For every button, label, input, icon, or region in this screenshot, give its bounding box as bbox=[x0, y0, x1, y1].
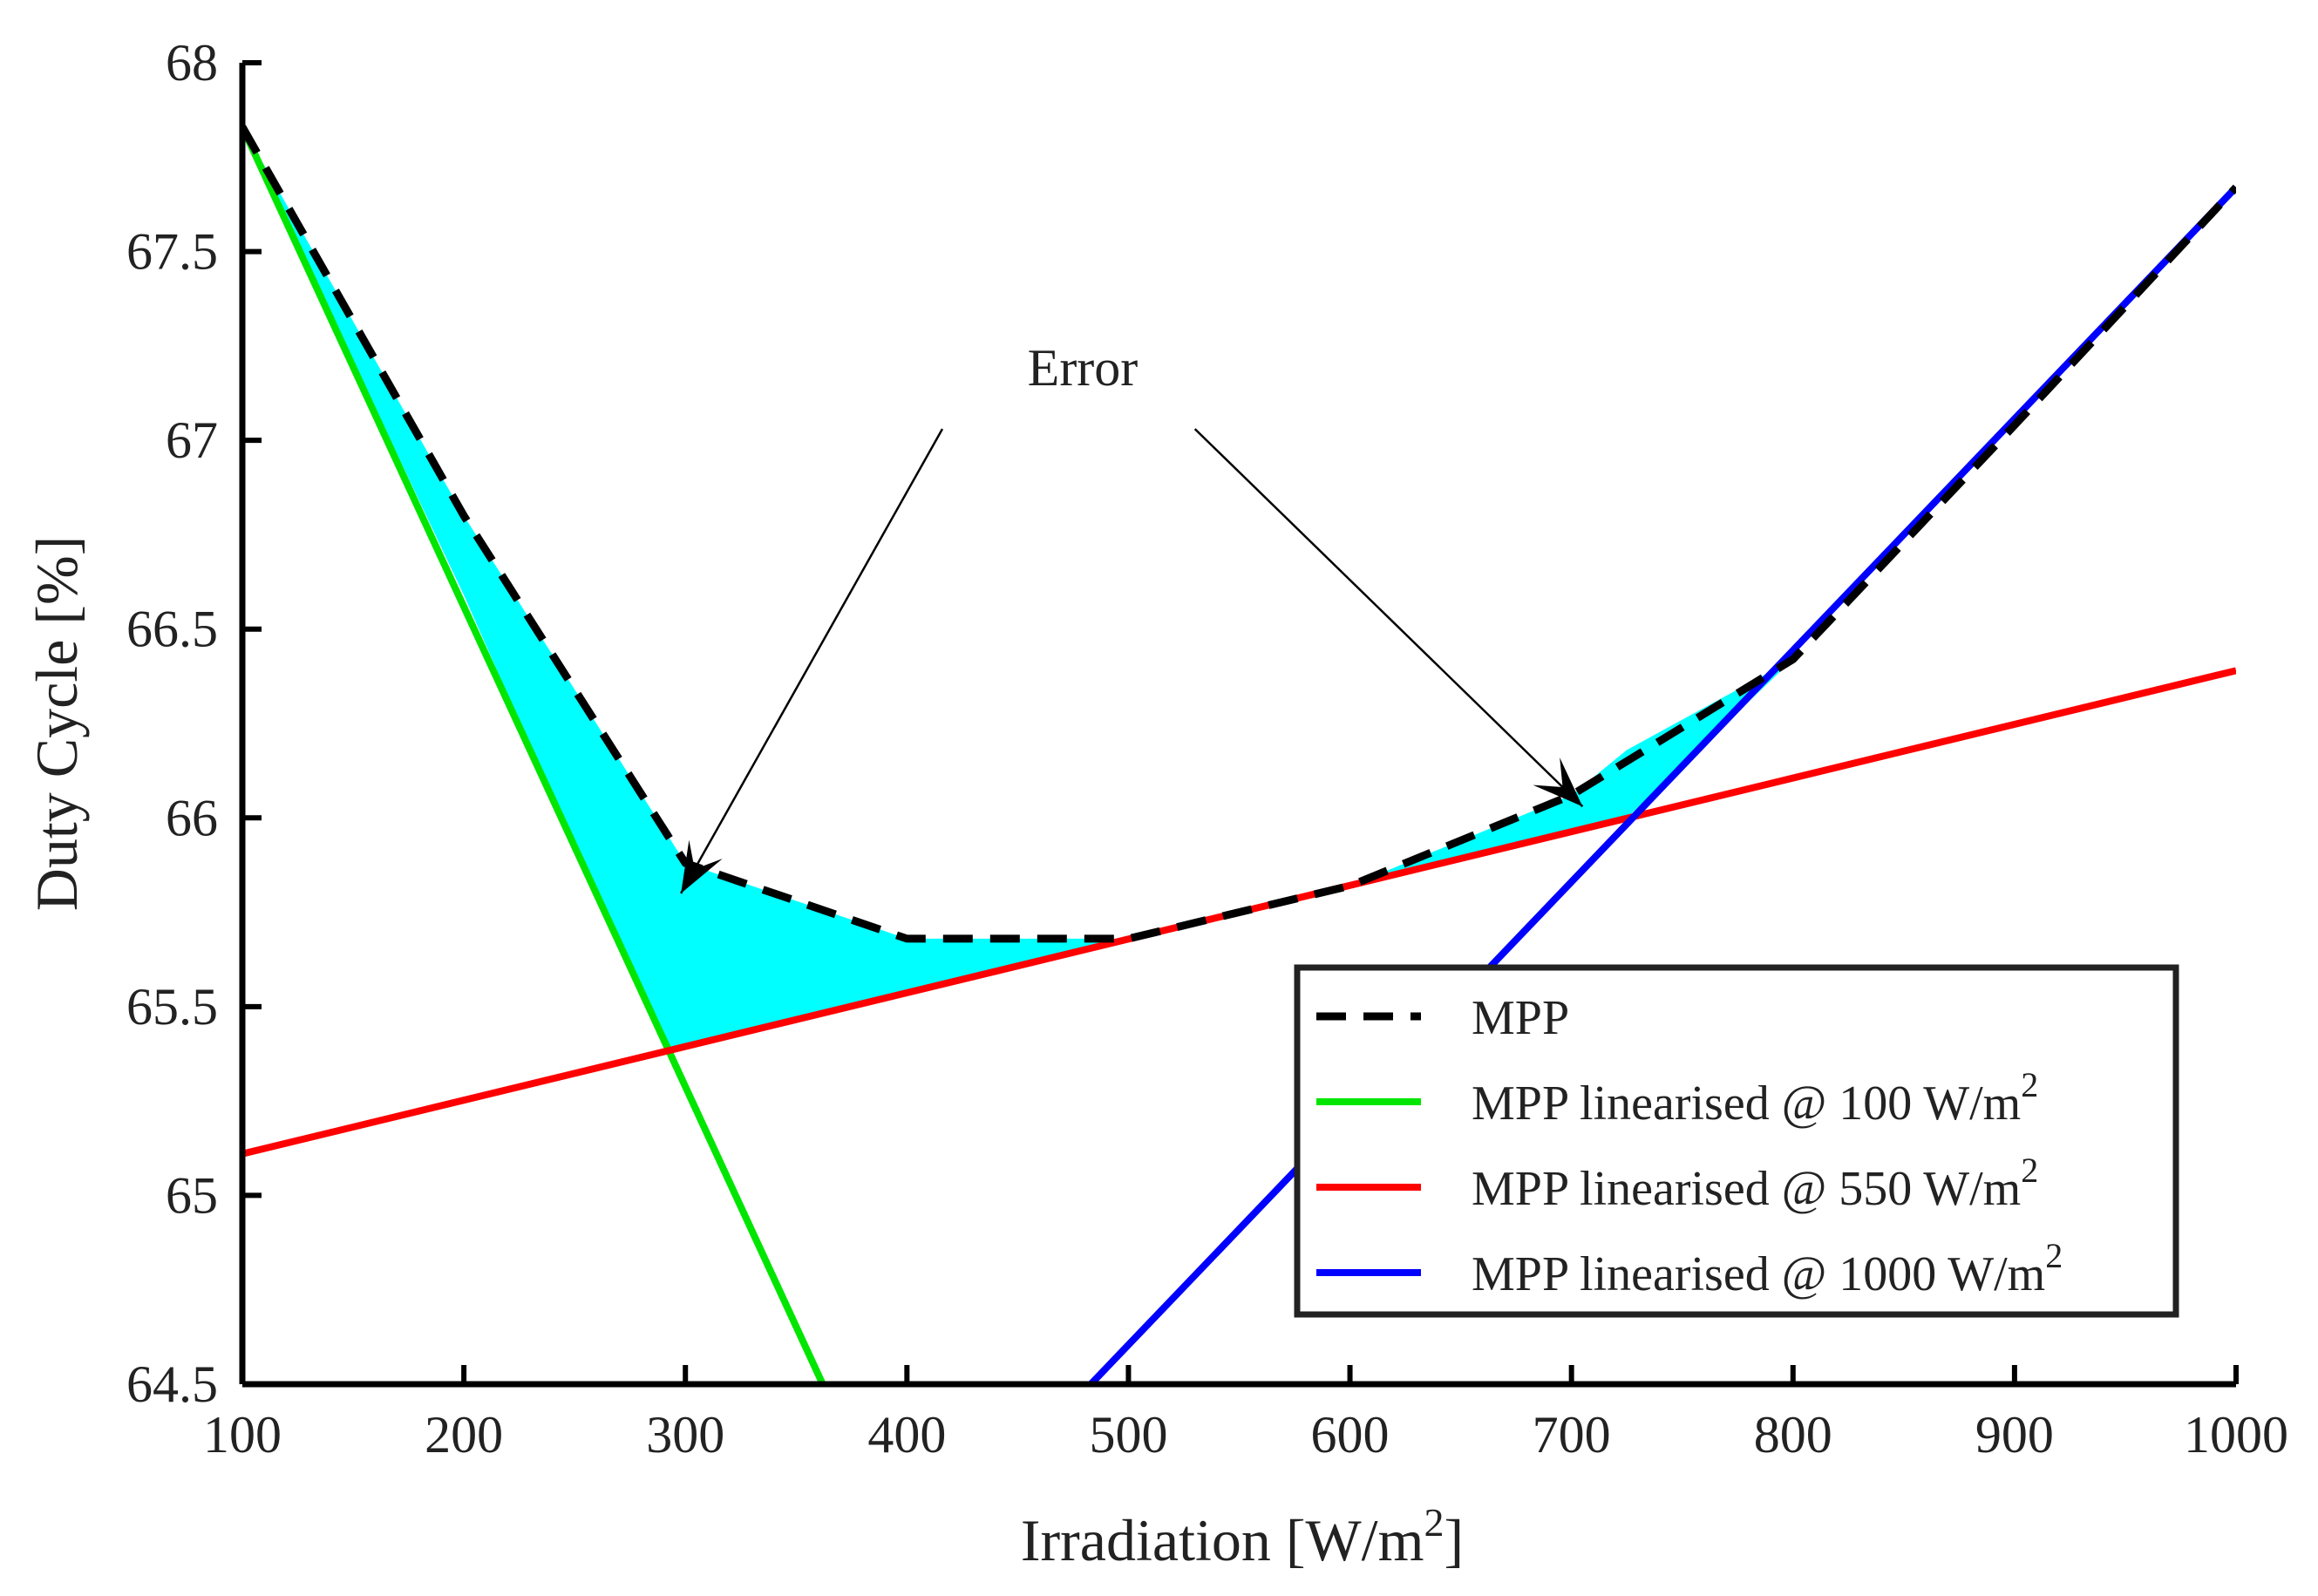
legend-label-main: MPP linearised @ 550 W/m bbox=[1472, 1162, 2021, 1216]
y-tick-label: 68 bbox=[166, 34, 218, 92]
legend-label-sup: 2 bbox=[2021, 1065, 2038, 1104]
error-annotation: Error bbox=[680, 339, 1584, 894]
plot-area bbox=[242, 125, 2236, 1384]
series-line-mpp-linearised-100-w-m bbox=[242, 125, 826, 1384]
y-tick-label: 67 bbox=[166, 411, 218, 469]
x-tick-label: 500 bbox=[1089, 1406, 1167, 1464]
x-tick-label: 800 bbox=[1754, 1406, 1832, 1464]
legend-label-sup: 2 bbox=[2021, 1151, 2038, 1190]
legend-label-sup: 2 bbox=[2045, 1236, 2063, 1275]
x-tick-label: 200 bbox=[425, 1406, 503, 1464]
annotation-label: Error bbox=[1028, 339, 1139, 397]
x-tick-label: 600 bbox=[1311, 1406, 1390, 1464]
x-tick-label: 700 bbox=[1533, 1406, 1611, 1464]
x-axis-label-suffix: ] bbox=[1444, 1507, 1464, 1573]
y-tick-label: 66.5 bbox=[126, 601, 218, 658]
y-tick-label: 66 bbox=[166, 789, 218, 846]
axes: 100 200 300 400 500 600 700 800 900 1000 64.5 65 65.… bbox=[126, 34, 2288, 1464]
y-tick-label: 65 bbox=[166, 1166, 218, 1224]
legend-label-main: MPP bbox=[1472, 991, 1569, 1045]
legend-label-main: MPP linearised @ 100 W/m bbox=[1472, 1076, 2021, 1131]
y-tick-label: 65.5 bbox=[126, 978, 218, 1036]
legend-box bbox=[1294, 964, 2179, 1318]
x-tick-label: 1000 bbox=[2184, 1406, 2288, 1464]
y-tick-label: 64.5 bbox=[126, 1355, 218, 1413]
y-axis-label: Duty Cycle [%] bbox=[24, 536, 90, 912]
legend-label: MPP linearised @ 1000 W/m2 bbox=[1472, 1236, 2063, 1301]
annotation-arrow-line bbox=[680, 428, 944, 894]
x-tick-label: 900 bbox=[1975, 1406, 2054, 1464]
plot-clip-group bbox=[242, 125, 2236, 1384]
series-line-mpp bbox=[242, 125, 2236, 943]
x-axis-label-main: Irradiation [W/m bbox=[1021, 1507, 1424, 1573]
annotation-arrowhead bbox=[681, 839, 723, 893]
x-axis-label: Irradiation [W/m2] bbox=[1021, 1500, 1464, 1573]
annotation-arrow-line bbox=[1193, 428, 1584, 808]
x-axis-label-sup: 2 bbox=[1424, 1500, 1444, 1545]
x-tick-label: 100 bbox=[203, 1406, 282, 1464]
annotation-arrowhead bbox=[1533, 757, 1583, 807]
x-tick-label: 400 bbox=[867, 1406, 946, 1464]
legend-label-main: MPP linearised @ 1000 W/m bbox=[1472, 1247, 2045, 1301]
error-fill-area bbox=[242, 126, 1793, 1052]
legend-label: MPP linearised @ 550 W/m2 bbox=[1472, 1151, 2038, 1216]
y-tick-label: 67.5 bbox=[126, 223, 218, 281]
legend-label: MPP bbox=[1472, 991, 1569, 1045]
x-tick-label: 300 bbox=[646, 1406, 724, 1464]
legend-label: MPP linearised @ 100 W/m2 bbox=[1472, 1065, 2038, 1131]
